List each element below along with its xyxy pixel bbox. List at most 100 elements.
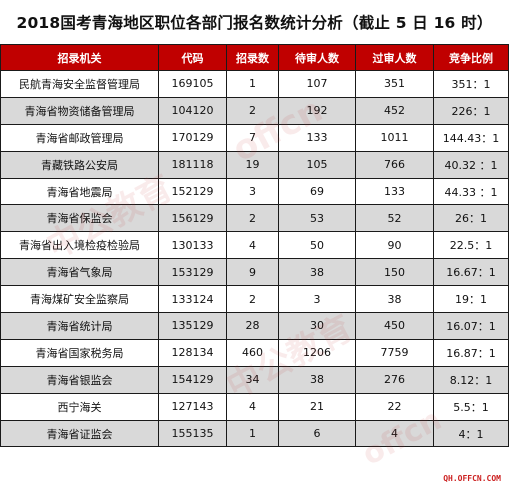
cell-ratio: 22.5：1 bbox=[433, 231, 509, 260]
table-row: 青海省气象局 153129 9 38 150 16.67：1 bbox=[0, 258, 509, 287]
cell-ratio: 8.12：1 bbox=[433, 365, 509, 394]
table-row: 青海省物资储备管理局 104120 2 192 452 226：1 bbox=[0, 96, 509, 125]
cell-pending: 38 bbox=[278, 258, 356, 287]
stats-table: 招录机关 代码 招录数 待审人数 过审人数 竞争比例 民航青海安全监督管理局 1… bbox=[0, 44, 509, 448]
cell-code: 153129 bbox=[158, 258, 227, 287]
table-header-row: 招录机关 代码 招录数 待审人数 过审人数 竞争比例 bbox=[0, 44, 509, 71]
cell-quota: 1 bbox=[226, 419, 279, 448]
cell-quota: 19 bbox=[226, 150, 279, 179]
header-agency: 招录机关 bbox=[0, 44, 159, 71]
cell-quota: 2 bbox=[226, 96, 279, 125]
cell-ratio: 144.43：1 bbox=[433, 123, 509, 152]
table-row: 西宁海关 127143 4 21 22 5.5：1 bbox=[0, 392, 509, 421]
cell-code: 133124 bbox=[158, 285, 227, 314]
cell-agency: 青海省国家税务局 bbox=[0, 338, 159, 367]
cell-agency: 民航青海安全监督管理局 bbox=[0, 70, 159, 98]
cell-approved: 90 bbox=[355, 231, 434, 260]
cell-quota: 2 bbox=[226, 204, 279, 233]
site-url: QH.OFFCN.COM bbox=[443, 474, 501, 483]
cell-approved: 38 bbox=[355, 285, 434, 314]
cell-approved: 452 bbox=[355, 96, 434, 125]
cell-pending: 105 bbox=[278, 150, 356, 179]
cell-agency: 青海省证监会 bbox=[0, 419, 159, 448]
cell-code: 155135 bbox=[158, 419, 227, 448]
cell-approved: 276 bbox=[355, 365, 434, 394]
cell-agency: 青海省银监会 bbox=[0, 365, 159, 394]
cell-code: 130133 bbox=[158, 231, 227, 260]
cell-code: 128134 bbox=[158, 338, 227, 367]
cell-quota: 7 bbox=[226, 123, 279, 152]
cell-pending: 50 bbox=[278, 231, 356, 260]
cell-ratio: 16.07：1 bbox=[433, 312, 509, 340]
table-row: 青海省地震局 152129 3 69 133 44.33 ：1 bbox=[0, 177, 509, 206]
cell-ratio: 5.5：1 bbox=[433, 392, 509, 421]
cell-approved: 351 bbox=[355, 70, 434, 98]
cell-approved: 52 bbox=[355, 204, 434, 233]
table-row: 青海省国家税务局 128134 460 1206 7759 16.87：1 bbox=[0, 338, 509, 367]
cell-approved: 133 bbox=[355, 177, 434, 206]
cell-quota: 460 bbox=[226, 338, 279, 367]
cell-quota: 1 bbox=[226, 70, 279, 98]
cell-agency: 青海省邮政管理局 bbox=[0, 123, 159, 152]
page-title: 2018国考青海地区职位各部门报名数统计分析（截止 5 日 16 时） bbox=[16, 14, 493, 32]
cell-approved: 1011 bbox=[355, 123, 434, 152]
cell-approved: 22 bbox=[355, 392, 434, 421]
cell-code: 154129 bbox=[158, 365, 227, 394]
cell-quota: 4 bbox=[226, 231, 279, 260]
cell-ratio: 16.67：1 bbox=[433, 258, 509, 287]
cell-code: 156129 bbox=[158, 204, 227, 233]
table-row: 青海煤矿安全监察局 133124 2 3 38 19：1 bbox=[0, 285, 509, 314]
cell-pending: 69 bbox=[278, 177, 356, 206]
table-row: 青海省邮政管理局 170129 7 133 1011 144.43：1 bbox=[0, 123, 509, 152]
cell-quota: 34 bbox=[226, 365, 279, 394]
cell-agency: 青海省气象局 bbox=[0, 258, 159, 287]
cell-pending: 53 bbox=[278, 204, 356, 233]
cell-quota: 2 bbox=[226, 285, 279, 314]
cell-pending: 38 bbox=[278, 365, 356, 394]
header-ratio: 竞争比例 bbox=[433, 44, 509, 71]
cell-ratio: 40.32 ：1 bbox=[433, 150, 509, 179]
cell-agency: 青海省保监会 bbox=[0, 204, 159, 233]
cell-approved: 7759 bbox=[355, 338, 434, 367]
header-code: 代码 bbox=[158, 44, 227, 71]
cell-quota: 4 bbox=[226, 392, 279, 421]
cell-ratio: 19：1 bbox=[433, 285, 509, 314]
cell-ratio: 226：1 bbox=[433, 96, 509, 125]
header-approved: 过审人数 bbox=[355, 44, 434, 71]
cell-agency: 青海省出入境检疫检验局 bbox=[0, 231, 159, 260]
cell-code: 170129 bbox=[158, 123, 227, 152]
table-row: 青海省统计局 135129 28 30 450 16.07：1 bbox=[0, 312, 509, 340]
cell-code: 127143 bbox=[158, 392, 227, 421]
cell-quota: 9 bbox=[226, 258, 279, 287]
cell-code: 135129 bbox=[158, 312, 227, 340]
cell-approved: 766 bbox=[355, 150, 434, 179]
cell-agency: 西宁海关 bbox=[0, 392, 159, 421]
cell-pending: 1206 bbox=[278, 338, 356, 367]
cell-pending: 30 bbox=[278, 312, 356, 340]
cell-pending: 133 bbox=[278, 123, 356, 152]
cell-agency: 青海省物资储备管理局 bbox=[0, 96, 159, 125]
table-row: 青海省银监会 154129 34 38 276 8.12：1 bbox=[0, 365, 509, 394]
cell-quota: 3 bbox=[226, 177, 279, 206]
cell-pending: 21 bbox=[278, 392, 356, 421]
cell-code: 169105 bbox=[158, 70, 227, 98]
cell-agency: 青海省地震局 bbox=[0, 177, 159, 206]
cell-agency: 青海省统计局 bbox=[0, 312, 159, 340]
cell-agency: 青海煤矿安全监察局 bbox=[0, 285, 159, 314]
header-quota: 招录数 bbox=[226, 44, 279, 71]
cell-ratio: 4：1 bbox=[433, 419, 509, 448]
table-row: 青海省保监会 156129 2 53 52 26：1 bbox=[0, 204, 509, 233]
cell-code: 152129 bbox=[158, 177, 227, 206]
table-row: 青海省出入境检疫检验局 130133 4 50 90 22.5：1 bbox=[0, 231, 509, 260]
cell-ratio: 26：1 bbox=[433, 204, 509, 233]
cell-pending: 3 bbox=[278, 285, 356, 314]
cell-pending: 6 bbox=[278, 419, 356, 448]
cell-approved: 4 bbox=[355, 419, 434, 448]
cell-approved: 450 bbox=[355, 312, 434, 340]
cell-ratio: 351：1 bbox=[433, 70, 509, 98]
table-row: 民航青海安全监督管理局 169105 1 107 351 351：1 bbox=[0, 70, 509, 98]
header-pending: 待审人数 bbox=[278, 44, 356, 71]
cell-ratio: 16.87：1 bbox=[433, 338, 509, 367]
table-row: 青海省证监会 155135 1 6 4 4：1 bbox=[0, 419, 509, 448]
